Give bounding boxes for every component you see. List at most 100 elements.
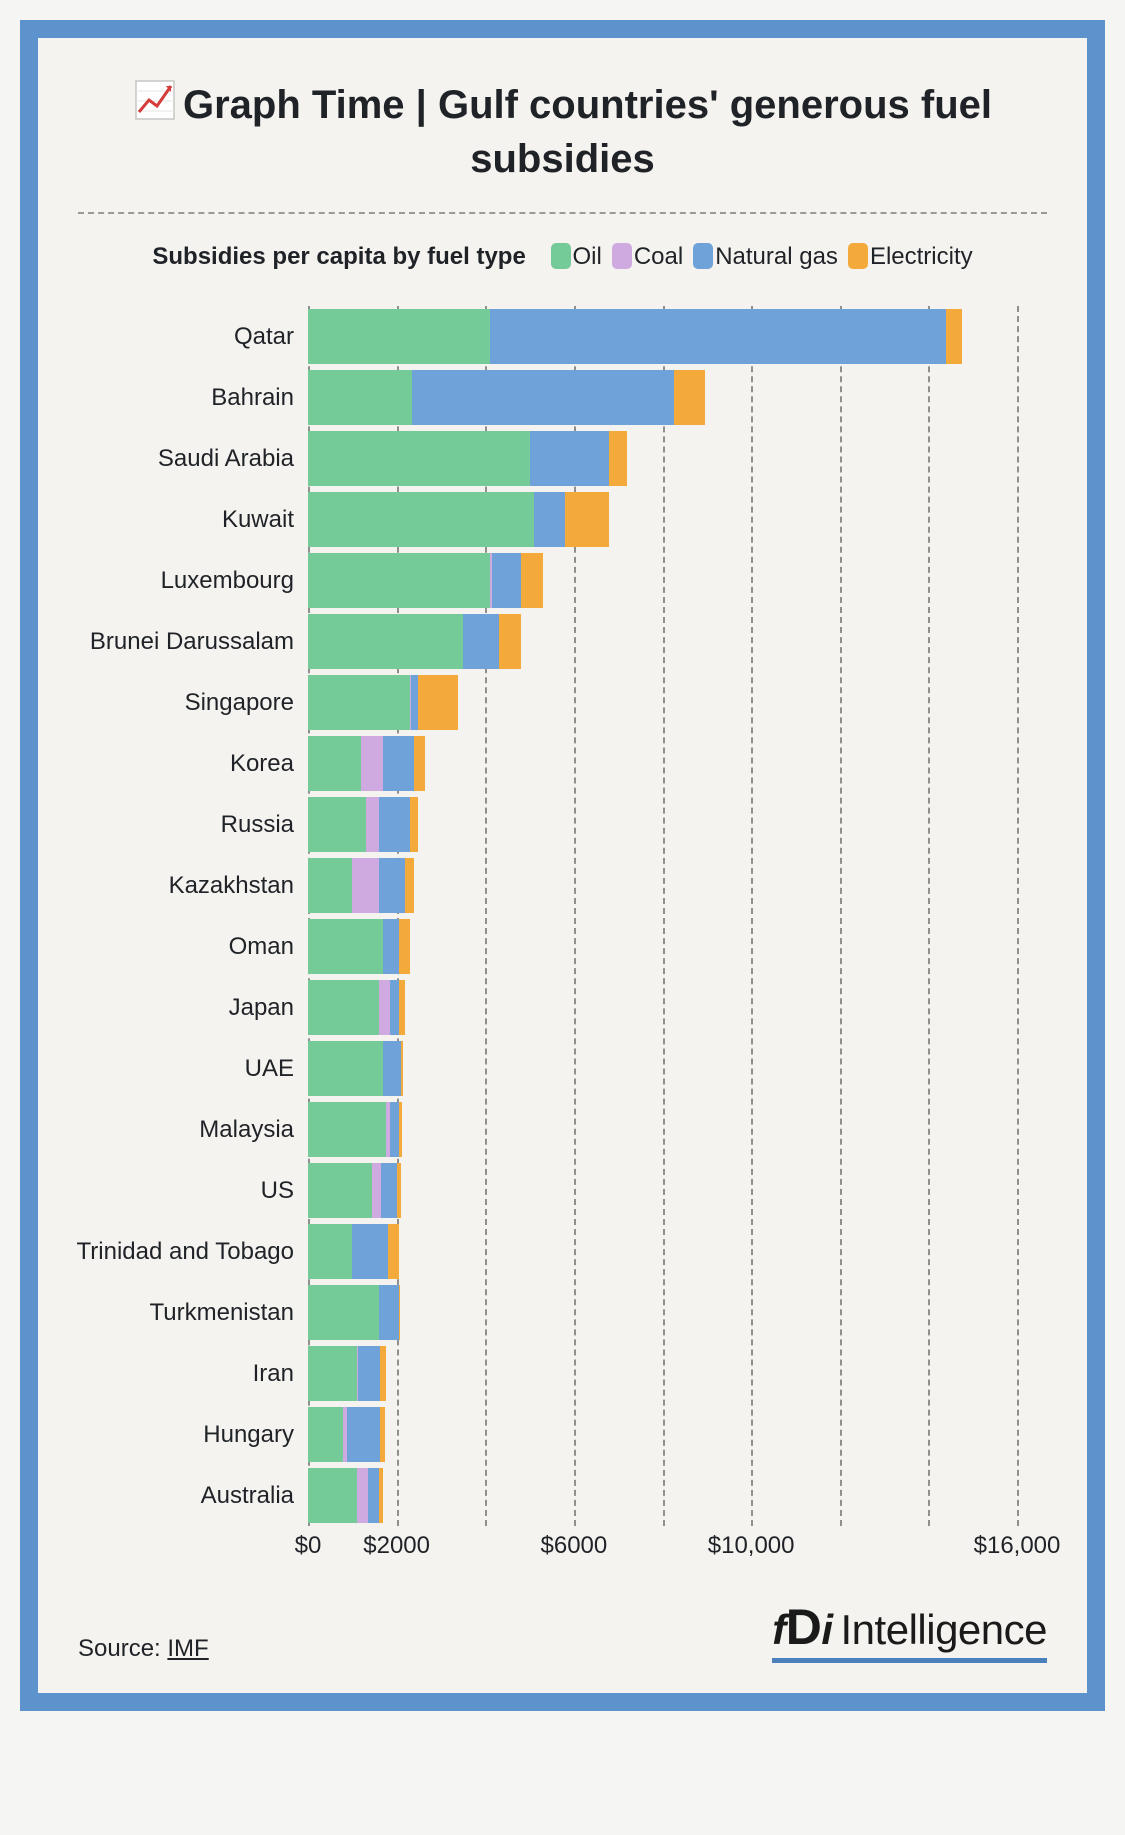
bar-segment-electricity: [418, 675, 458, 730]
stacked-bar: [308, 492, 609, 547]
stacked-bar: [308, 431, 627, 486]
stacked-bar: [308, 1346, 386, 1401]
stacked-bar: [308, 1285, 400, 1340]
legend-swatch-oil: [551, 243, 571, 269]
bar-segment-coal: [352, 858, 379, 913]
bar-segment-gas: [379, 858, 406, 913]
stacked-bar: [308, 980, 405, 1035]
bar-segment-oil: [308, 1102, 386, 1157]
bar-segment-oil: [308, 1224, 352, 1279]
bar-row: Brunei Darussalam: [308, 611, 1017, 672]
legend-title: Subsidies per capita by fuel type: [152, 243, 525, 270]
gridline: [1017, 306, 1019, 1526]
bar-segment-electricity: [380, 1346, 387, 1401]
y-tick-label: Turkmenistan: [150, 1299, 309, 1327]
bar-segment-electricity: [399, 919, 410, 974]
bar-segment-gas: [383, 919, 399, 974]
chart-footer: Source: IMF fDiIntelligence: [78, 1606, 1047, 1663]
bar-segment-gas: [358, 1346, 380, 1401]
bar-segment-gas: [352, 1224, 387, 1279]
brand-logo: fDiIntelligence: [772, 1606, 1047, 1663]
bar-segment-oil: [308, 736, 361, 791]
bar-segment-gas: [390, 1102, 399, 1157]
x-tick-label: $0: [295, 1532, 322, 1560]
legend-swatch-gas: [693, 243, 713, 269]
x-tick-label: $2000: [363, 1532, 430, 1560]
stacked-bar: [308, 919, 410, 974]
bar-segment-electricity: [397, 1163, 401, 1218]
bar-row: US: [308, 1160, 1017, 1221]
source-link[interactable]: IMF: [167, 1635, 208, 1662]
bar-segment-electricity: [401, 1041, 403, 1096]
stacked-bar: [308, 736, 425, 791]
stacked-bar: [308, 1102, 402, 1157]
y-tick-label: Hungary: [203, 1421, 308, 1449]
bar-segment-oil: [308, 492, 534, 547]
legend-label-gas: Natural gas: [715, 243, 838, 270]
bar-row: Turkmenistan: [308, 1282, 1017, 1343]
y-tick-label: Australia: [201, 1482, 308, 1510]
legend-label-electricity: Electricity: [870, 243, 973, 270]
bar-segment-oil: [308, 370, 412, 425]
y-tick-label: Kuwait: [222, 506, 308, 534]
bar-segment-oil: [308, 1346, 357, 1401]
bar-segment-gas: [530, 431, 610, 486]
bar-segment-gas: [390, 980, 399, 1035]
outer-frame: Graph Time | Gulf countries' generous fu…: [20, 20, 1105, 1711]
x-axis: $0$2000$6000$10,000$16,000: [308, 1526, 1017, 1566]
bar-row: Oman: [308, 916, 1017, 977]
bar-segment-electricity: [399, 1102, 403, 1157]
bar-row: Russia: [308, 794, 1017, 855]
bar-segment-gas: [383, 1041, 401, 1096]
chart-card: Graph Time | Gulf countries' generous fu…: [38, 38, 1087, 1693]
bar-row: Korea: [308, 733, 1017, 794]
y-tick-label: Russia: [221, 811, 308, 839]
y-tick-label: Luxembourg: [161, 567, 308, 595]
x-tick-label: $16,000: [974, 1532, 1061, 1560]
bar-segment-gas: [368, 1468, 379, 1523]
bar-segment-electricity: [380, 1407, 384, 1462]
bar-row: Japan: [308, 977, 1017, 1038]
bar-segment-electricity: [565, 492, 609, 547]
bar-segment-electricity: [388, 1224, 399, 1279]
stacked-bar: [308, 1468, 383, 1523]
source-prefix: Source:: [78, 1635, 167, 1662]
bar-segment-oil: [308, 675, 410, 730]
bar-segment-electricity: [410, 797, 418, 852]
bar-segment-coal: [366, 797, 379, 852]
y-tick-label: Japan: [229, 994, 308, 1022]
bar-segment-oil: [308, 797, 366, 852]
bar-segment-electricity: [399, 1285, 400, 1340]
bar-segment-oil: [308, 614, 463, 669]
bar-row: Iran: [308, 1343, 1017, 1404]
bar-segment-oil: [308, 553, 490, 608]
bar-segment-oil: [308, 309, 490, 364]
stacked-bar: [308, 675, 458, 730]
legend-label-oil: Oil: [573, 243, 602, 270]
bar-row: Bahrain: [308, 367, 1017, 428]
chart-line-up-icon: [133, 78, 177, 134]
bar-segment-gas: [383, 736, 414, 791]
stacked-bar: [308, 1224, 399, 1279]
bar-segment-oil: [308, 431, 530, 486]
bar-segment-oil: [308, 919, 383, 974]
bar-row: Qatar: [308, 306, 1017, 367]
bar-segment-electricity: [499, 614, 521, 669]
bar-segment-oil: [308, 858, 352, 913]
bar-row: Australia: [308, 1465, 1017, 1526]
y-tick-label: UAE: [245, 1055, 308, 1083]
bar-segment-gas: [490, 309, 946, 364]
stacked-bar: [308, 309, 962, 364]
bar-segment-oil: [308, 1163, 372, 1218]
stacked-bar: [308, 553, 543, 608]
bar-segment-gas: [411, 675, 418, 730]
legend-label-coal: Coal: [634, 243, 683, 270]
bar-segment-coal: [361, 736, 383, 791]
source-attribution: Source: IMF: [78, 1635, 209, 1663]
bar-segment-electricity: [405, 858, 414, 913]
stacked-bar: [308, 614, 521, 669]
y-tick-label: Trinidad and Tobago: [77, 1238, 309, 1266]
y-tick-label: Brunei Darussalam: [90, 628, 308, 656]
legend-swatch-coal: [612, 243, 632, 269]
bar-segment-electricity: [399, 980, 406, 1035]
